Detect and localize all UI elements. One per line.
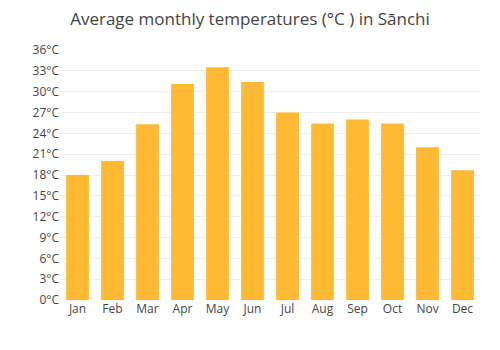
svg-text:24°C: 24°C: [33, 125, 60, 142]
svg-text:3°C: 3°C: [39, 270, 59, 287]
svg-text:Feb: Feb: [102, 300, 122, 317]
svg-text:Dec: Dec: [452, 300, 473, 317]
svg-text:15°C: 15°C: [33, 187, 60, 204]
svg-text:6°C: 6°C: [39, 250, 59, 267]
svg-text:Nov: Nov: [416, 300, 438, 317]
svg-text:21°C: 21°C: [33, 145, 60, 162]
svg-text:Jan: Jan: [68, 300, 86, 317]
svg-text:30°C: 30°C: [33, 83, 60, 100]
svg-text:Jun: Jun: [243, 300, 262, 317]
svg-text:May: May: [206, 300, 230, 317]
svg-text:36°C: 36°C: [33, 41, 60, 58]
svg-text:Sep: Sep: [347, 300, 368, 317]
svg-text:27°C: 27°C: [33, 104, 60, 121]
svg-text:Apr: Apr: [173, 300, 193, 317]
svg-text:9°C: 9°C: [39, 229, 59, 246]
svg-text:33°C: 33°C: [33, 62, 60, 79]
svg-text:0°C: 0°C: [39, 291, 59, 308]
svg-text:Average monthly temperatures (: Average monthly temperatures (°C ) in Sā…: [70, 7, 430, 30]
svg-text:12°C: 12°C: [33, 208, 60, 225]
svg-text:Oct: Oct: [383, 300, 402, 317]
svg-text:Aug: Aug: [312, 300, 334, 317]
svg-text:Mar: Mar: [136, 300, 158, 317]
svg-text:18°C: 18°C: [33, 166, 60, 183]
svg-text:Jul: Jul: [280, 300, 295, 317]
